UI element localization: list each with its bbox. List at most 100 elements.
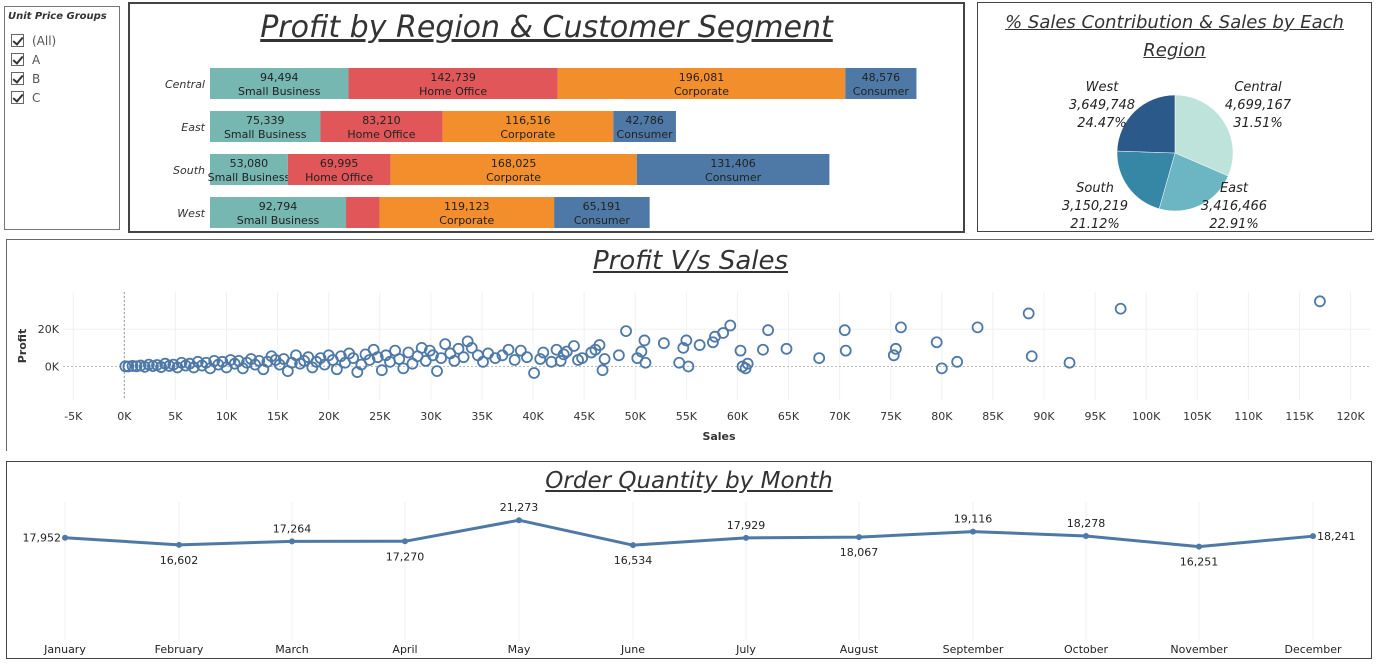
bar-segment[interactable] — [346, 197, 380, 228]
scatter-point[interactable] — [887, 349, 900, 362]
checkbox-icon[interactable] — [11, 53, 24, 66]
scatter-point[interactable] — [351, 366, 364, 378]
line-point[interactable] — [402, 538, 408, 545]
bar-segment[interactable] — [613, 111, 676, 142]
scatter-point[interactable] — [528, 367, 540, 379]
scatter-point[interactable] — [707, 336, 719, 349]
scatter-point[interactable] — [638, 334, 651, 347]
scatter-point[interactable] — [521, 351, 533, 364]
checkbox-icon[interactable] — [11, 72, 24, 85]
scatter-point[interactable] — [508, 354, 521, 366]
bar-segment[interactable] — [210, 111, 321, 142]
checkbox-icon[interactable] — [11, 34, 24, 47]
line-point[interactable] — [1083, 532, 1089, 539]
scatter-point[interactable] — [935, 362, 948, 375]
scatter-point[interactable] — [951, 355, 964, 368]
bar-segment[interactable] — [442, 111, 614, 142]
scatter-point[interactable] — [514, 344, 527, 357]
bar-segment[interactable] — [287, 154, 391, 185]
scatter-point[interactable] — [406, 357, 419, 370]
bar-segment[interactable] — [348, 68, 558, 99]
line-point[interactable] — [856, 534, 862, 541]
scatter-point[interactable] — [281, 365, 294, 378]
scatter-point[interactable] — [596, 364, 609, 377]
scatter-point[interactable] — [550, 343, 563, 356]
scatter-point[interactable] — [1025, 350, 1038, 363]
scatter-point[interactable] — [431, 365, 443, 378]
scatter-point[interactable] — [693, 339, 706, 351]
bar-segment[interactable] — [210, 197, 347, 228]
scatter-point[interactable] — [585, 346, 598, 359]
scatter-point[interactable] — [895, 321, 907, 334]
scatter-point[interactable] — [1022, 307, 1035, 320]
scatter-point[interactable] — [330, 363, 343, 376]
line-point[interactable] — [630, 542, 636, 549]
scatter-point[interactable] — [534, 353, 547, 365]
scatter-point[interactable] — [572, 354, 584, 366]
scatter-point[interactable] — [389, 344, 402, 357]
scatter-point[interactable] — [461, 335, 474, 348]
line-point[interactable] — [743, 534, 749, 541]
line-point[interactable] — [1196, 543, 1202, 550]
scatter-point[interactable] — [126, 360, 139, 372]
filter-item[interactable]: (All) — [11, 31, 56, 50]
scatter-point[interactable] — [444, 347, 457, 360]
scatter-point[interactable] — [306, 361, 319, 374]
scatter-point[interactable] — [673, 356, 686, 369]
scatter-point[interactable] — [736, 360, 749, 373]
line-point[interactable] — [516, 517, 522, 524]
scatter-point[interactable] — [657, 337, 670, 350]
scatter-point[interactable] — [734, 344, 747, 357]
scatter-point[interactable] — [613, 349, 625, 362]
pie-slice[interactable] — [1116, 150, 1176, 210]
scatter-point[interactable] — [757, 343, 769, 356]
scatter-point[interactable] — [423, 344, 436, 357]
scatter-point[interactable] — [435, 352, 447, 365]
scatter-point[interactable] — [375, 364, 388, 377]
scatter-point[interactable] — [620, 325, 632, 338]
scatter-point[interactable] — [380, 349, 392, 362]
filter-item[interactable]: C — [11, 88, 56, 107]
scatter-point[interactable] — [838, 324, 851, 337]
bar-segment[interactable] — [210, 68, 349, 99]
scatter-point[interactable] — [780, 342, 793, 355]
scatter-point[interactable] — [502, 343, 515, 356]
scatter-point[interactable] — [839, 344, 852, 357]
bar-segment[interactable] — [379, 197, 555, 228]
pie-slice[interactable] — [1158, 152, 1229, 212]
scatter-point[interactable] — [724, 319, 737, 332]
scatter-point[interactable] — [813, 352, 826, 365]
line-point[interactable] — [970, 528, 976, 535]
scatter-point[interactable] — [568, 340, 580, 352]
scatter-point[interactable] — [322, 349, 335, 362]
scatter-point[interactable] — [397, 362, 410, 375]
line-point[interactable] — [1310, 533, 1316, 540]
scatter-point[interactable] — [930, 336, 943, 349]
bar-segment[interactable] — [636, 154, 830, 185]
scatter-point[interactable] — [1114, 302, 1127, 315]
scatter-point[interactable] — [119, 360, 132, 373]
filter-item[interactable]: B — [11, 69, 56, 88]
scatter-point[interactable] — [439, 338, 452, 351]
scatter-point[interactable] — [709, 330, 721, 343]
bar-segment[interactable] — [557, 68, 846, 99]
pie-slice[interactable] — [1116, 94, 1176, 154]
scatter-point[interactable] — [680, 334, 693, 347]
line-series[interactable] — [64, 518, 1314, 549]
pie-slice[interactable] — [1174, 94, 1234, 177]
scatter-point[interactable] — [971, 321, 984, 334]
scatter-point[interactable] — [471, 349, 484, 362]
bar-segment[interactable] — [554, 197, 650, 228]
scatter-point[interactable] — [477, 355, 489, 368]
scatter-point[interactable] — [134, 359, 147, 372]
scatter-point[interactable] — [402, 346, 415, 359]
scatter-point[interactable] — [537, 346, 550, 359]
scatter-point[interactable] — [343, 347, 356, 360]
scatter-point[interactable] — [130, 360, 143, 373]
scatter-point[interactable] — [545, 355, 558, 368]
filter-item[interactable]: A — [11, 50, 56, 69]
checkbox-icon[interactable] — [11, 91, 24, 104]
bar-segment[interactable] — [390, 154, 637, 185]
scatter-point[interactable] — [762, 324, 774, 337]
bar-segment[interactable] — [320, 111, 443, 142]
